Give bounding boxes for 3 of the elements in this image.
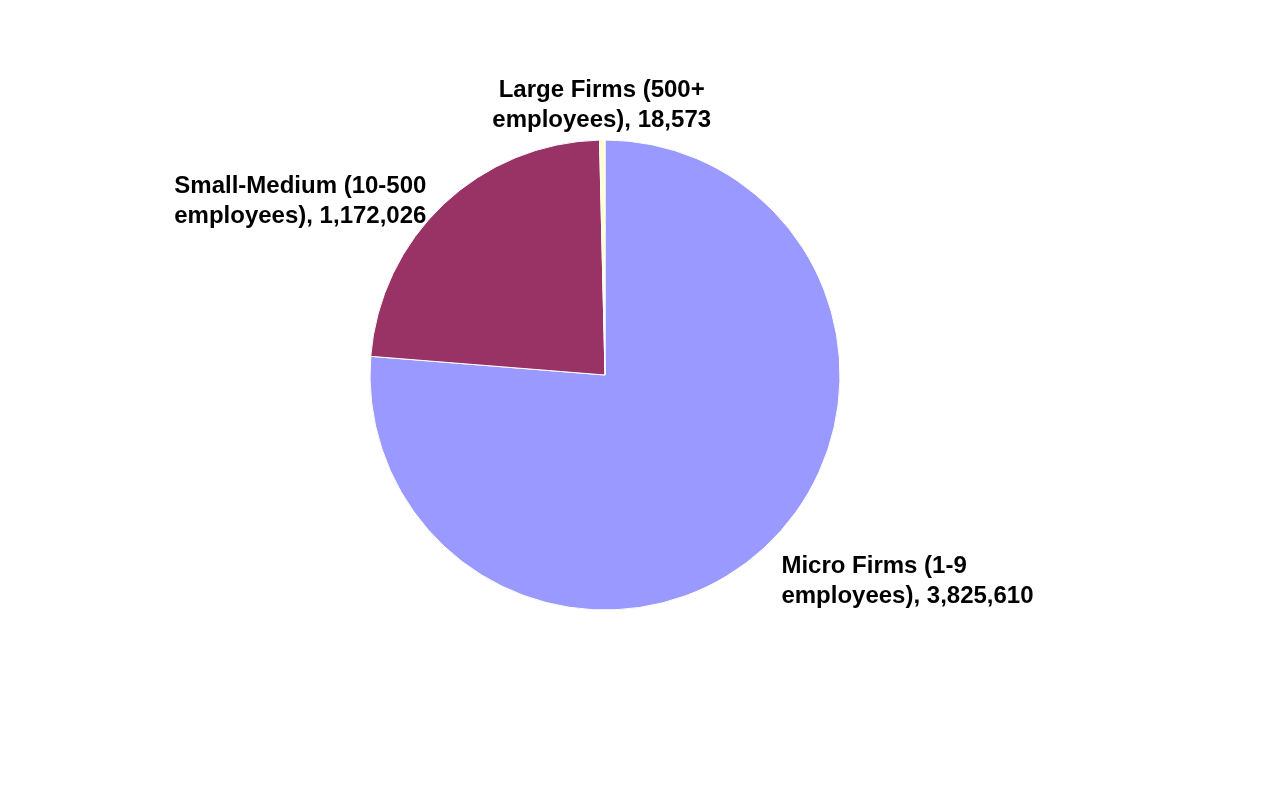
slice-label: Micro Firms (1-9 employees), 3,825,610: [781, 551, 1034, 609]
slice-label: Large Firms (500+ employees), 18,573: [492, 75, 712, 133]
slice-label: Small-Medium (10-500 employees), 1,172,026: [174, 171, 427, 229]
